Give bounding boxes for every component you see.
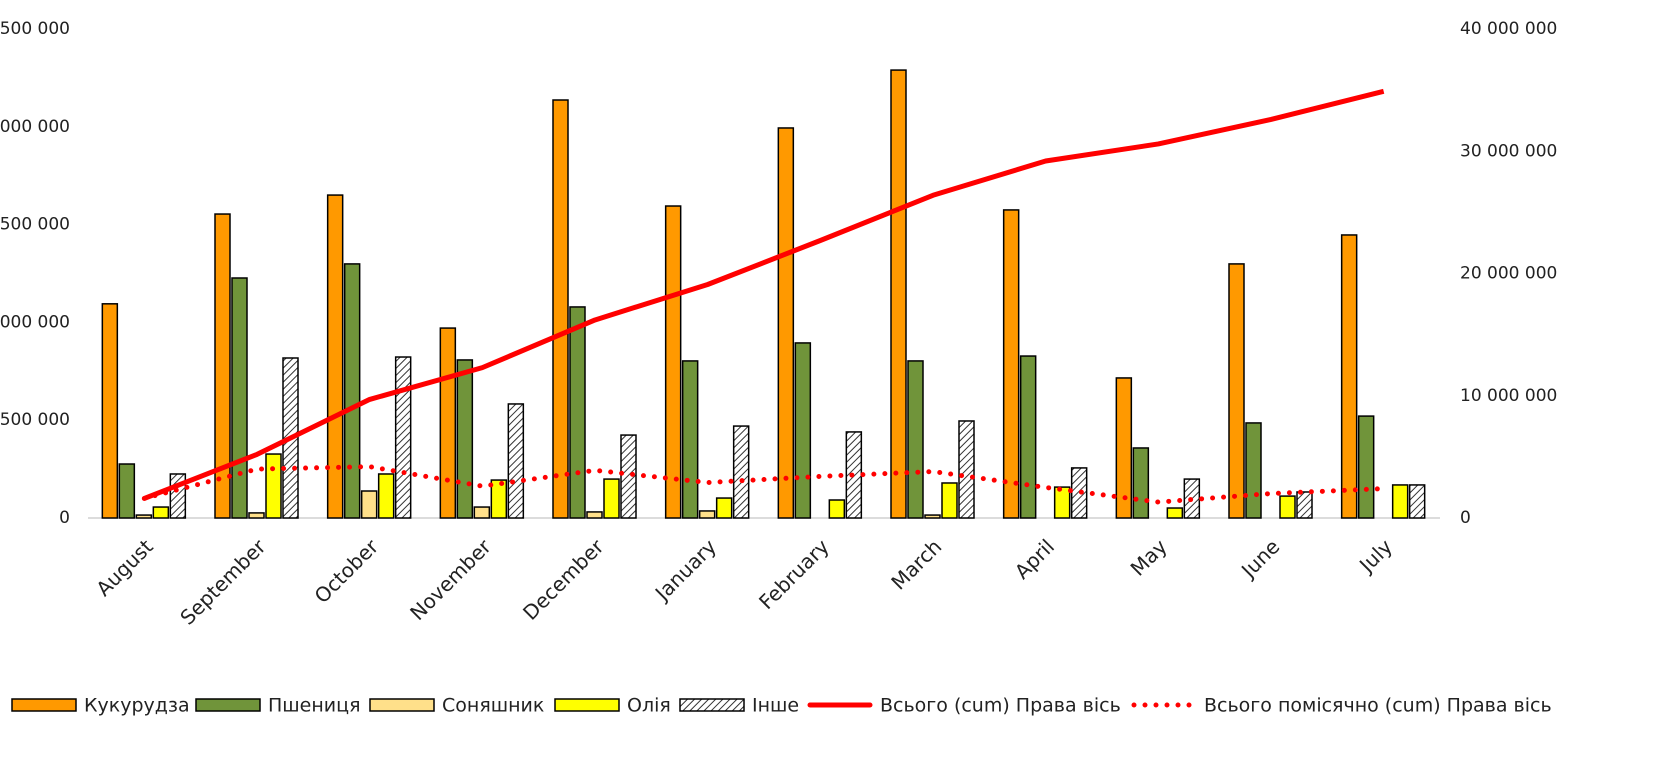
x-tick-label: October bbox=[310, 534, 384, 608]
x-tick-label: June bbox=[1235, 534, 1284, 583]
y2-tick-label: 0 bbox=[1460, 508, 1471, 528]
bar bbox=[1408, 484, 1426, 519]
bar bbox=[828, 499, 846, 519]
legend-label: Інше bbox=[752, 695, 799, 717]
bar bbox=[343, 263, 361, 519]
bar bbox=[569, 306, 586, 519]
x-tick-label: August bbox=[91, 534, 158, 601]
bar bbox=[1357, 415, 1375, 519]
bar bbox=[1391, 484, 1409, 519]
x-tick-label: July bbox=[1353, 534, 1397, 578]
bar bbox=[1115, 377, 1133, 519]
bar bbox=[456, 359, 474, 519]
legend-swatch bbox=[195, 698, 261, 712]
y-tick-label: 1 000 000 bbox=[0, 312, 70, 332]
bar bbox=[248, 512, 265, 519]
legend-swatch bbox=[679, 698, 745, 712]
bar bbox=[360, 490, 378, 519]
bar bbox=[1019, 355, 1037, 519]
bar bbox=[169, 473, 187, 519]
bar bbox=[326, 194, 344, 519]
y2-tick-label: 20 000 000 bbox=[1460, 264, 1557, 284]
bar bbox=[118, 463, 136, 519]
bar bbox=[586, 511, 603, 519]
bar bbox=[603, 478, 620, 519]
y2-tick-label: 30 000 000 bbox=[1460, 141, 1557, 161]
bar bbox=[1296, 491, 1313, 519]
bar bbox=[698, 510, 716, 519]
bar bbox=[152, 506, 170, 519]
x-tick-label: May bbox=[1126, 534, 1172, 580]
bar bbox=[715, 497, 733, 519]
y-tick-label: 500 000 bbox=[0, 410, 70, 430]
bar bbox=[490, 479, 508, 519]
legend-label: Всього помісячно (cum) Права вісь bbox=[1204, 695, 1552, 717]
y-tick-label: 2 500 000 bbox=[0, 19, 70, 39]
bar bbox=[1279, 495, 1296, 519]
legend-swatch bbox=[369, 698, 435, 712]
x-tick-label: March bbox=[886, 534, 946, 594]
legend-label: Всього (cum) Права вісь bbox=[880, 695, 1121, 717]
bar bbox=[552, 99, 569, 519]
legend-label: Олія bbox=[627, 695, 671, 717]
x-tick-label: February bbox=[754, 534, 834, 614]
bar bbox=[265, 453, 282, 519]
x-tick-label: November bbox=[405, 534, 496, 625]
bar bbox=[958, 420, 975, 519]
y-tick-label: 1 500 000 bbox=[0, 215, 70, 235]
bar bbox=[473, 506, 491, 519]
legend-label: Кукурудза bbox=[84, 695, 190, 717]
bar bbox=[1166, 507, 1184, 519]
y2-tick-label: 10 000 000 bbox=[1460, 386, 1557, 406]
x-tick-label: December bbox=[518, 534, 609, 625]
bar bbox=[101, 303, 119, 519]
line-series bbox=[141, 464, 1387, 505]
x-tick-label: April bbox=[1010, 534, 1059, 583]
legend-label: Соняшник bbox=[442, 695, 544, 717]
bar bbox=[1228, 263, 1245, 519]
bar bbox=[777, 127, 795, 519]
legend-swatch bbox=[554, 698, 620, 712]
bar bbox=[924, 514, 941, 519]
bar bbox=[664, 205, 682, 519]
bar bbox=[394, 356, 412, 519]
bar bbox=[135, 514, 153, 519]
x-tick-label: September bbox=[175, 534, 271, 630]
bar bbox=[941, 482, 958, 519]
bar bbox=[1053, 486, 1071, 519]
legend-label: Пшениця bbox=[268, 695, 361, 717]
bar bbox=[681, 360, 699, 519]
y2-tick-label: 40 000 000 bbox=[1460, 19, 1557, 39]
legend-swatch bbox=[11, 698, 77, 712]
bar bbox=[794, 342, 812, 519]
bar bbox=[439, 327, 457, 519]
bar bbox=[377, 473, 395, 519]
bar bbox=[907, 360, 924, 519]
bar bbox=[1340, 234, 1358, 519]
bar bbox=[890, 69, 907, 519]
y-tick-label: 0 bbox=[59, 508, 70, 528]
bar bbox=[732, 425, 750, 519]
y-tick-label: 2 000 000 bbox=[0, 117, 70, 137]
bar bbox=[1002, 209, 1020, 519]
line-series bbox=[143, 88, 1385, 501]
bar bbox=[1245, 422, 1262, 519]
bar bbox=[620, 434, 637, 519]
x-tick-label: January bbox=[649, 534, 721, 606]
bar bbox=[214, 213, 231, 519]
bar bbox=[231, 277, 248, 519]
bar bbox=[507, 403, 525, 519]
bar bbox=[1132, 447, 1150, 519]
